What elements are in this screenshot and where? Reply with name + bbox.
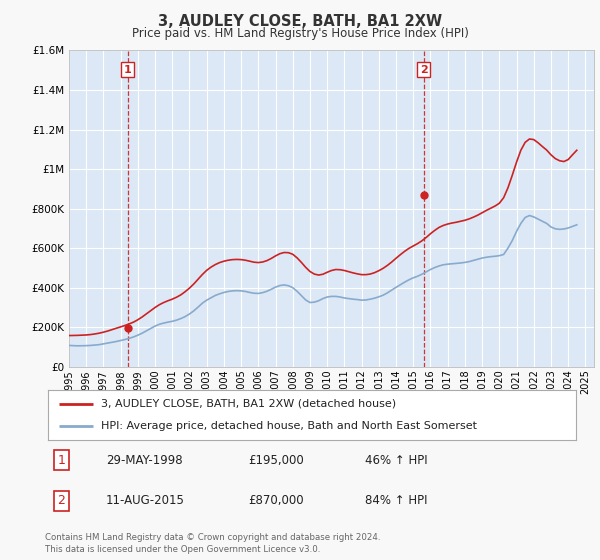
Text: 1: 1 [57, 454, 65, 467]
Text: 1: 1 [124, 64, 131, 74]
Text: 11-AUG-2015: 11-AUG-2015 [106, 494, 185, 507]
Text: 29-MAY-1998: 29-MAY-1998 [106, 454, 183, 467]
Text: Contains HM Land Registry data © Crown copyright and database right 2024.
This d: Contains HM Land Registry data © Crown c… [45, 533, 380, 554]
Text: 2: 2 [57, 494, 65, 507]
Text: HPI: Average price, detached house, Bath and North East Somerset: HPI: Average price, detached house, Bath… [101, 421, 477, 431]
Text: 84% ↑ HPI: 84% ↑ HPI [365, 494, 427, 507]
Text: 2: 2 [420, 64, 428, 74]
Text: 3, AUDLEY CLOSE, BATH, BA1 2XW: 3, AUDLEY CLOSE, BATH, BA1 2XW [158, 14, 442, 29]
Text: £870,000: £870,000 [248, 494, 304, 507]
Text: £195,000: £195,000 [248, 454, 304, 467]
Text: 46% ↑ HPI: 46% ↑ HPI [365, 454, 427, 467]
Text: 3, AUDLEY CLOSE, BATH, BA1 2XW (detached house): 3, AUDLEY CLOSE, BATH, BA1 2XW (detached… [101, 399, 396, 409]
Text: Price paid vs. HM Land Registry's House Price Index (HPI): Price paid vs. HM Land Registry's House … [131, 27, 469, 40]
